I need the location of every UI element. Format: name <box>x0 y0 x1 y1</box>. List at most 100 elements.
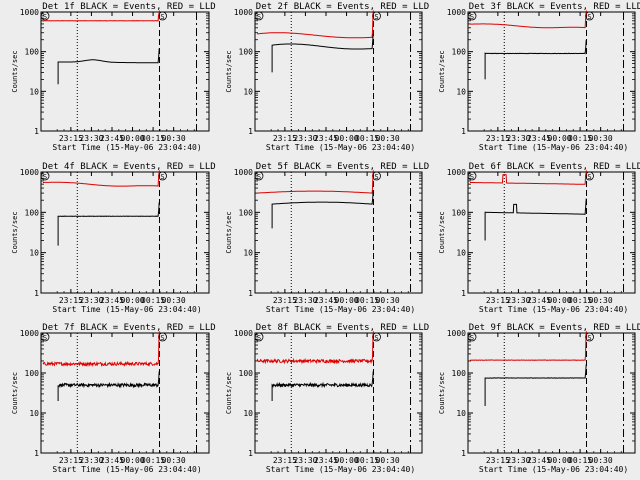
y-tick-label: 100 <box>25 48 40 57</box>
x-tick-label: 00:00 <box>121 134 145 143</box>
marker-label: S <box>160 13 164 21</box>
y-tick-label: 1 <box>461 127 466 136</box>
marker-label: S <box>587 173 591 181</box>
y-tick-label: 1000 <box>20 8 39 17</box>
panel-9: Det 9f BLACK = Events, RED = LLD 1 10 100 10… <box>438 323 640 474</box>
y-tick-label: 1 <box>248 289 253 298</box>
x-tick-label: 23:30 <box>506 134 530 143</box>
y-tick-label: 10 <box>29 249 39 258</box>
x-tick-label: 00:30 <box>376 134 400 143</box>
lld-trace <box>257 170 374 194</box>
x-tick-label: 00:15 <box>355 134 379 143</box>
y-tick-label: 100 <box>452 48 467 57</box>
lld-trace <box>256 331 374 365</box>
y-tick-label: 10 <box>243 249 253 258</box>
y-tick-label: 1 <box>34 289 39 298</box>
x-tick-label: 23:45 <box>527 456 551 465</box>
panel-title: Det 9f BLACK = Events, RED = LLD <box>469 323 640 333</box>
x-tick-label: 23:45 <box>314 296 338 305</box>
events-trace <box>271 190 374 229</box>
panel-3: Det 3f BLACK = Events, RED = LLD 1 10 100 10… <box>438 2 640 152</box>
y-axis-label: Counts/sec <box>225 211 233 253</box>
plot-frame <box>254 332 423 454</box>
x-tick-label: 23:15 <box>273 296 297 305</box>
y-tick-label: 100 <box>239 48 254 57</box>
marker-label: S <box>160 334 164 342</box>
events-trace <box>484 198 587 241</box>
x-axis-label: Start Time (15-May-06 23:04:40) <box>52 465 201 474</box>
y-tick-label: 100 <box>239 369 254 378</box>
y-axis-label: Counts/sec <box>225 372 233 414</box>
x-tick-label: 00:15 <box>141 456 165 465</box>
x-tick-label: 00:00 <box>548 296 572 305</box>
y-tick-label: 10 <box>29 409 39 418</box>
y-tick-label: 10 <box>243 87 253 96</box>
marker-label: S <box>257 173 261 181</box>
y-tick-label: 1 <box>34 449 39 458</box>
y-tick-label: 1 <box>248 127 253 136</box>
y-tick-label: 10 <box>243 409 253 418</box>
panel-5: Det 5f BLACK = Events, RED = LLD 1 10 100 10… <box>225 162 429 314</box>
x-tick-label: 00:00 <box>548 134 572 143</box>
panel-title: Det 3f BLACK = Events, RED = LLD <box>469 2 640 12</box>
x-tick-label: 00:30 <box>589 456 613 465</box>
marker-circle <box>254 332 264 342</box>
x-tick-label: 23:30 <box>293 456 317 465</box>
x-axis-label: Start Time (15-May-06 23:04:40) <box>479 143 628 152</box>
panel-title: Det 7f BLACK = Events, RED = LLD <box>42 323 215 333</box>
marker-circle <box>40 11 50 21</box>
x-tick-label: 00:00 <box>548 456 572 465</box>
events-trace <box>271 33 374 73</box>
x-tick-label: 00:15 <box>141 134 165 143</box>
x-tick-label: 00:00 <box>335 456 359 465</box>
panel-7: Det 7f BLACK = Events, RED = LLD 1 10 100 10… <box>11 323 216 474</box>
y-axis-label: Counts/sec <box>438 50 446 92</box>
y-tick-label: 1 <box>248 449 253 458</box>
x-tick-label: 00:30 <box>376 456 400 465</box>
x-tick-label: 00:30 <box>589 296 613 305</box>
x-axis-label: Start Time (15-May-06 23:04:40) <box>52 305 201 314</box>
plot-frame <box>254 171 423 294</box>
marker-circle <box>40 332 50 342</box>
panel-title: Det 5f BLACK = Events, RED = LLD <box>256 162 429 172</box>
x-tick-label: 23:45 <box>100 134 124 143</box>
marker-circle <box>254 171 264 181</box>
marker-label: S <box>587 334 591 342</box>
x-tick-label: 23:15 <box>486 134 510 143</box>
x-tick-label: 00:15 <box>568 134 592 143</box>
x-axis-label: Start Time (15-May-06 23:04:40) <box>266 305 415 314</box>
y-tick-label: 10 <box>456 249 466 258</box>
lld-trace <box>470 10 587 29</box>
marker-label: S <box>257 13 261 21</box>
events-trace <box>57 371 160 401</box>
events-trace <box>57 48 160 85</box>
y-tick-label: 1000 <box>447 168 466 177</box>
x-tick-label: 00:30 <box>589 134 613 143</box>
y-axis-label: Counts/sec <box>438 211 446 253</box>
panel-6: Det 6f BLACK = Events, RED = LLD 1 10 100 10… <box>438 162 640 314</box>
panel-title: Det 6f BLACK = Events, RED = LLD <box>469 162 640 172</box>
y-tick-label: 1000 <box>234 168 253 177</box>
y-tick-label: 100 <box>239 208 254 217</box>
x-tick-label: 00:15 <box>568 456 592 465</box>
panel-title: Det 1f BLACK = Events, RED = LLD <box>42 2 215 12</box>
x-tick-label: 00:30 <box>162 456 186 465</box>
x-tick-label: 00:00 <box>121 456 145 465</box>
marker-circle <box>254 11 264 21</box>
x-tick-label: 23:15 <box>59 296 83 305</box>
x-tick-label: 00:30 <box>162 296 186 305</box>
plot-frame <box>40 171 210 294</box>
x-tick-label: 00:15 <box>568 296 592 305</box>
x-tick-label: 00:00 <box>335 296 359 305</box>
x-tick-label: 23:15 <box>273 134 297 143</box>
marker-label: S <box>470 13 474 21</box>
x-tick-label: 00:00 <box>335 134 359 143</box>
y-tick-label: 1 <box>461 449 466 458</box>
y-tick-label: 100 <box>25 369 40 378</box>
events-trace <box>484 39 587 80</box>
panel-8: Det 8f BLACK = Events, RED = LLD 1 10 100 10… <box>225 323 429 474</box>
marker-circle <box>467 171 477 181</box>
y-tick-label: 10 <box>29 87 39 96</box>
y-axis-label: Counts/sec <box>438 372 446 414</box>
y-tick-label: 1 <box>461 289 466 298</box>
